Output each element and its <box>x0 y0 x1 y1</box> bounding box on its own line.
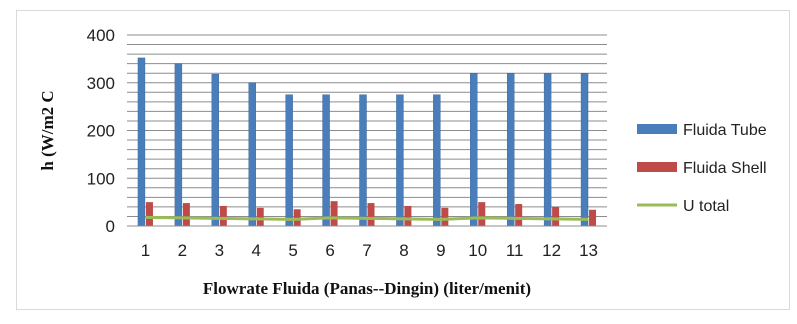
bar-fluida-shell <box>515 204 523 226</box>
x-axis-label: Flowrate Fluida (Panas--Dingin) (liter/m… <box>203 279 531 298</box>
x-tick-label: 5 <box>288 241 297 260</box>
bar-fluida-shell <box>404 205 412 226</box>
bar-fluida-shell <box>367 203 375 226</box>
legend-label: Fluida Shell <box>683 160 767 177</box>
bar-fluida-tube <box>211 73 220 227</box>
x-tick-label: 3 <box>215 241 224 260</box>
bar-fluida-shell <box>145 202 153 226</box>
bar-fluida-tube <box>285 94 293 227</box>
bar-fluida-shell <box>256 207 264 226</box>
y-tick-label: 100 <box>87 169 115 188</box>
legend-swatch <box>637 124 677 134</box>
bar-fluida-shell <box>182 203 190 226</box>
bar-fluida-shell <box>330 201 338 226</box>
x-tick-label: 7 <box>362 241 371 260</box>
bar-fluida-tube <box>506 73 515 227</box>
bar-fluida-tube <box>396 94 404 227</box>
legend-label: U total <box>683 198 729 215</box>
bar-fluida-shell <box>552 206 560 226</box>
x-tick-label: 9 <box>436 241 445 260</box>
bar-fluida-shell <box>293 209 301 226</box>
x-tick-label: 10 <box>468 241 487 260</box>
legend: Fluida Tube Fluida Shell U total <box>637 122 767 215</box>
x-tick-label: 1 <box>141 241 150 260</box>
bar-fluida-tube <box>543 73 552 227</box>
x-axis-ticks: 1 2 3 4 5 6 7 8 9 10 11 12 13 <box>141 241 598 260</box>
x-tick-label: 13 <box>579 241 598 260</box>
x-tick-label: 4 <box>251 241 260 260</box>
bars <box>137 57 597 227</box>
bar-fluida-tube <box>322 94 330 227</box>
x-tick-label: 6 <box>325 241 334 260</box>
bar-fluida-tube <box>359 94 367 227</box>
bar-fluida-shell <box>219 205 227 226</box>
lines <box>145 215 589 221</box>
y-tick-label: 200 <box>87 122 115 141</box>
bar-fluida-tube <box>433 94 441 227</box>
bar-fluida-shell <box>589 209 597 226</box>
y-tick-label: 400 <box>87 26 115 45</box>
y-tick-label: 0 <box>106 217 115 236</box>
bar-fluida-tube <box>248 82 256 227</box>
y-tick-label: 300 <box>87 74 115 93</box>
chart-frame: 0 100 200 300 400 1 2 3 4 5 6 7 8 9 10 11 12 13 Flowrate… <box>16 10 790 310</box>
x-tick-label: 8 <box>399 241 408 260</box>
y-axis-ticks: 0 100 200 300 400 <box>87 26 115 236</box>
bar-fluida-tube <box>174 63 183 227</box>
line-u-total <box>145 215 589 221</box>
bar-fluida-tube <box>580 73 589 227</box>
x-tick-label: 11 <box>506 241 524 260</box>
y-axis-label: h (W/m2 C <box>38 90 57 170</box>
bar-fluida-tube <box>470 73 478 227</box>
x-tick-label: 2 <box>178 241 187 260</box>
legend-swatch <box>637 162 677 172</box>
bar-fluida-shell <box>441 207 449 226</box>
grid-lines <box>127 34 607 227</box>
legend-label: Fluida Tube <box>683 122 767 139</box>
x-tick-label: 12 <box>542 241 561 260</box>
bar-fluida-shell <box>478 202 486 226</box>
bar-fluida-tube <box>137 57 146 227</box>
